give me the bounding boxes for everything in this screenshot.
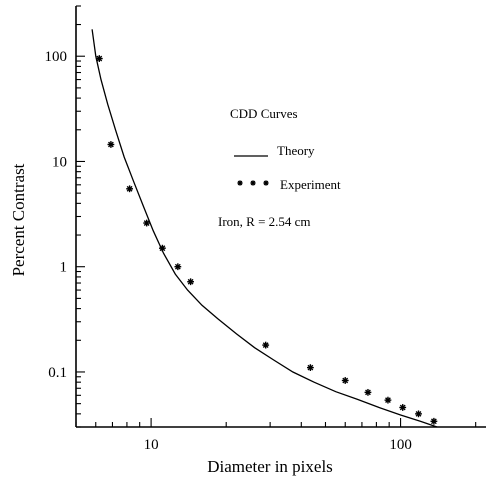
experiment-point (364, 388, 372, 396)
legend-theory-label: Theory (277, 143, 315, 158)
y-tick-label: 0.1 (48, 365, 67, 381)
x-ticks: 10 100 (75, 418, 477, 453)
experiment-points (95, 55, 438, 425)
experiment-point (306, 364, 314, 372)
experiment-point (95, 55, 103, 62)
y-tick-label: 100 (45, 49, 68, 65)
legend-title: CDD Curves (230, 106, 298, 121)
experiment-point (174, 263, 182, 271)
legend-star (237, 180, 243, 186)
experiment-point (430, 417, 438, 425)
x-axis-label: Diameter in pixels (207, 457, 333, 476)
legend-experiment-marker (237, 180, 269, 186)
legend-star (263, 180, 269, 186)
x-tick-label: 100 (389, 437, 412, 453)
experiment-point (415, 410, 422, 418)
legend-note: Iron, R = 2.54 cm (218, 214, 311, 229)
experiment-point (187, 278, 195, 286)
experiment-point (399, 404, 407, 411)
experiment-point (159, 244, 166, 252)
legend: CDD Curves Theory Experiment Iron, R = 2… (218, 106, 341, 229)
y-axis-label: Percent Contrast (9, 163, 28, 276)
experiment-point (384, 396, 392, 404)
experiment-point (107, 141, 115, 148)
experiment-point (341, 377, 349, 384)
y-ticks: 0.1 1 10 100 (45, 5, 85, 428)
experiment-point (143, 219, 151, 227)
y-tick-label: 10 (52, 154, 67, 170)
legend-star (250, 180, 256, 186)
x-tick-label: 10 (144, 437, 159, 453)
theory-curve (91, 29, 438, 428)
experiment-point (262, 341, 270, 349)
y-tick-label: 1 (60, 260, 68, 276)
legend-experiment-label: Experiment (280, 177, 341, 192)
experiment-point (126, 185, 133, 193)
